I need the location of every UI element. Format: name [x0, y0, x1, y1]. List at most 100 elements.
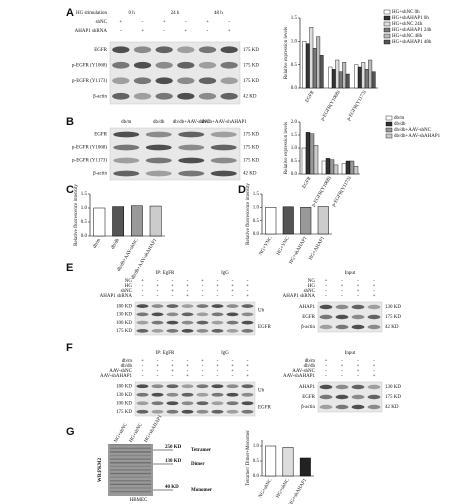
blot-band: [241, 312, 254, 317]
panel-letter: G: [66, 426, 75, 438]
bar: [325, 158, 331, 175]
y-tick-label: 0.5: [81, 220, 88, 225]
bar: [301, 147, 307, 175]
condition-mark: -: [373, 369, 375, 374]
condition-mark: -: [232, 294, 234, 299]
blot-band: [226, 384, 239, 389]
bar: [328, 66, 333, 89]
blot-band: [335, 324, 349, 330]
blot-title: IP: EgFR: [156, 351, 175, 356]
blot-band: [178, 170, 205, 177]
row-label: 130 KD: [385, 385, 401, 390]
legend-label: db/m: [394, 116, 404, 121]
blot-band: [241, 392, 254, 397]
x-tick-label: db/m: [93, 238, 103, 249]
condition-label: shNC: [96, 20, 108, 25]
condition-label: AHAP1 shRNA: [283, 294, 316, 299]
y-tick-label: 1.0: [253, 205, 260, 210]
bar: [342, 62, 347, 89]
condition-mark: +: [246, 284, 249, 289]
condition-mark: -: [325, 284, 327, 289]
row-label: EGFR: [258, 325, 271, 330]
condition-mark: +: [163, 20, 166, 25]
legend-label: db/db+AAV-shNC: [394, 128, 432, 133]
blot-band: [145, 144, 172, 151]
condition-label: AHAP1 shRNA: [100, 294, 133, 299]
gel-smear: [110, 454, 151, 457]
legend-swatch: [385, 133, 393, 139]
bar: [361, 62, 366, 89]
blot-band: [211, 320, 224, 325]
y-tick-label: 1.0: [81, 206, 88, 211]
blot-band: [166, 401, 179, 406]
blot-band: [241, 320, 254, 325]
y-axis-label: Tetramer/ Dimer+Monomer: [246, 430, 251, 486]
condition-mark: -: [142, 294, 144, 299]
condition-mark: -: [207, 29, 209, 34]
blot-band: [166, 384, 179, 389]
condition-mark: -: [341, 294, 343, 299]
marker-label: 130 KD: [165, 459, 182, 464]
blot-band: [136, 384, 149, 389]
condition-mark: -: [373, 279, 375, 284]
condition-mark: -: [157, 359, 159, 364]
blot-band: [367, 394, 381, 400]
condition-mark: -: [357, 279, 359, 284]
bar: [338, 71, 343, 89]
condition-mark: +: [341, 364, 344, 369]
blot-band: [226, 409, 239, 414]
row-label: 175 KD: [116, 410, 132, 415]
blot-band: [166, 329, 179, 333]
blot-band: [196, 304, 209, 308]
blot-band: [220, 77, 238, 85]
bar: [368, 59, 373, 89]
condition-mark: -: [247, 279, 249, 284]
condition-mark: -: [247, 359, 249, 364]
blot-band: [210, 131, 237, 138]
condition-mark: -: [202, 364, 204, 369]
row-label: 175 KD: [243, 146, 259, 151]
bar: [131, 205, 143, 237]
condition-mark: -: [247, 369, 249, 374]
gel-title: WB:PKM2: [98, 457, 103, 482]
bar: [317, 206, 329, 235]
blot-band: [351, 404, 365, 410]
condition-mark: -: [202, 374, 204, 379]
blot-band: [166, 312, 179, 317]
blot-band: [151, 320, 164, 325]
condition-mark: -: [187, 279, 189, 284]
blot-band: [211, 384, 224, 389]
condition-mark: +: [373, 374, 376, 379]
panel-letter: B: [66, 116, 74, 128]
row-label: 130 KD: [116, 393, 132, 398]
legend-swatch: [385, 115, 393, 121]
legend-label: db/db+AAV-shAHAP1: [394, 134, 441, 139]
legend-swatch: [383, 9, 391, 15]
blot-band: [113, 157, 140, 164]
bar: [364, 69, 369, 89]
bar: [309, 133, 315, 175]
condition-mark: +: [231, 364, 234, 369]
y-tick-label: 1.0: [291, 146, 298, 151]
condition-mark: +: [141, 29, 144, 34]
condition-mark: -: [202, 289, 204, 294]
row-label: Ub: [258, 308, 265, 313]
blot-title: Input: [345, 351, 356, 356]
blot-band: [198, 46, 217, 54]
blot-band: [177, 61, 195, 69]
blot-band: [181, 329, 194, 333]
blot-band: [335, 314, 349, 320]
blot-band: [196, 409, 209, 414]
blot-band: [319, 304, 333, 310]
blot-band: [211, 392, 224, 397]
blot-band: [178, 157, 205, 164]
blot-band: [145, 170, 172, 177]
bar: [333, 164, 339, 175]
bar: [349, 160, 355, 175]
blot-band: [145, 131, 172, 138]
condition-mark: db/db+AAV-shNC: [173, 120, 211, 125]
x-tick-label: EGFR: [302, 175, 313, 189]
condition-mark: +: [228, 29, 231, 34]
condition-mark: +: [341, 284, 344, 289]
